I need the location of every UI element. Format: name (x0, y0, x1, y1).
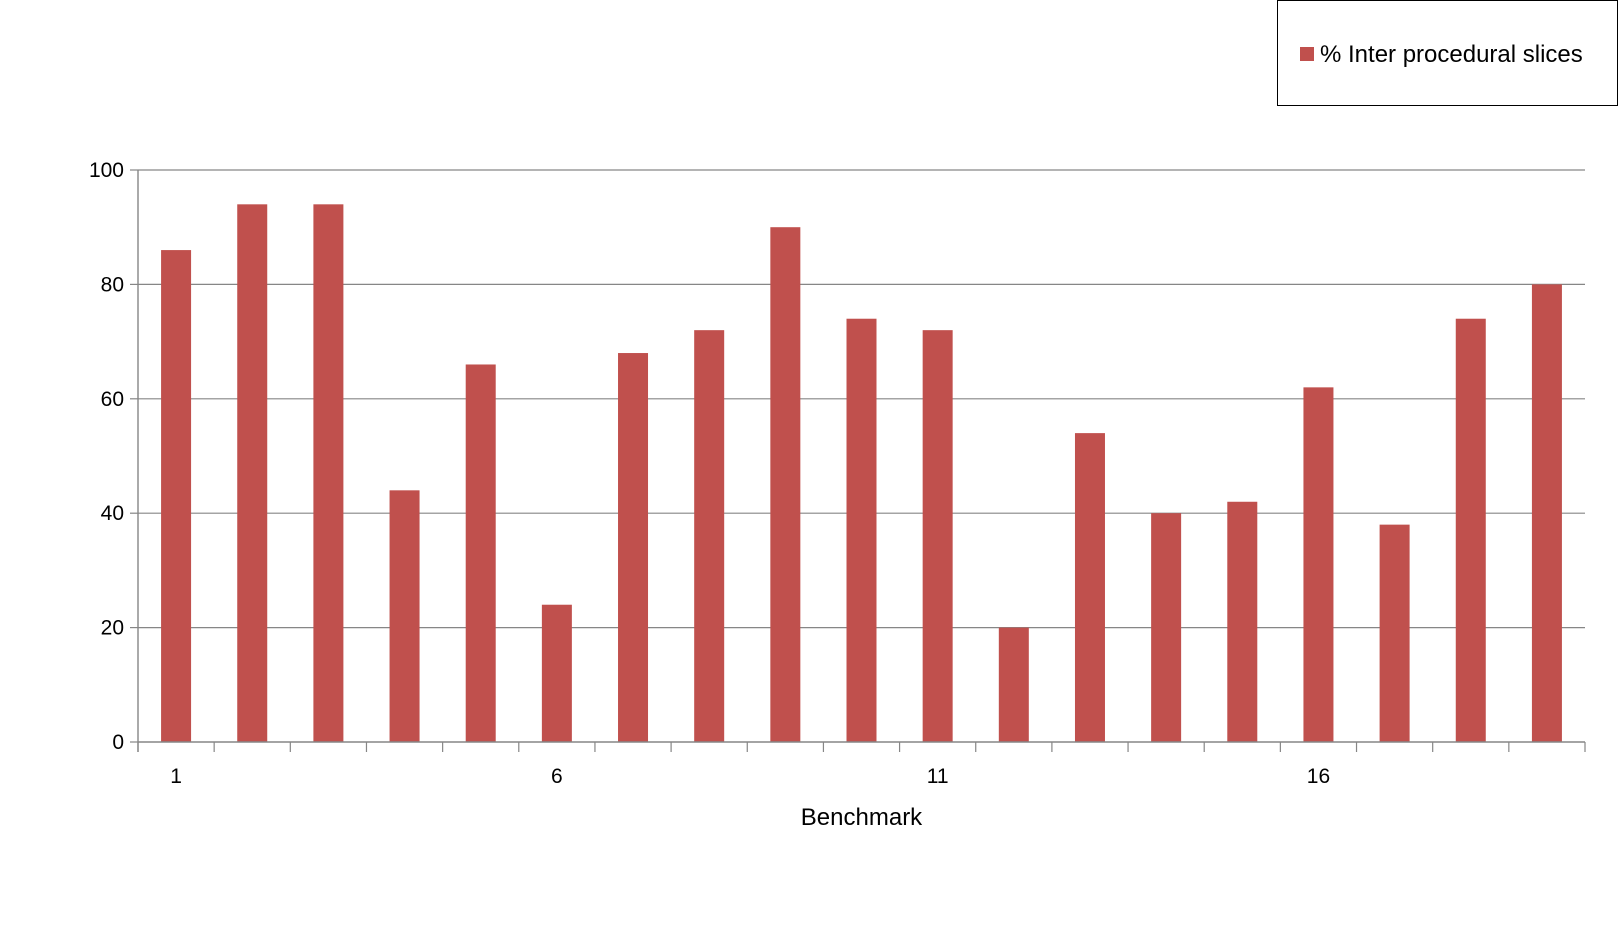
bar-19 (1531, 284, 1562, 742)
x-tick-label: 11 (927, 765, 949, 788)
legend-entry-label: % Inter procedural slices (1320, 41, 1583, 68)
bar-2 (237, 204, 268, 742)
y-tick-label: 100 (89, 159, 124, 182)
bar-15 (1227, 501, 1258, 742)
x-tick-label: 6 (551, 765, 563, 788)
bars (161, 204, 1562, 742)
bar-14 (1151, 513, 1182, 742)
legend: % Inter procedural slices (1277, 0, 1618, 106)
bar-16 (1303, 387, 1334, 742)
y-tick-label: 80 (101, 273, 124, 296)
legend-swatch (1300, 47, 1314, 61)
x-tick-label: 16 (1307, 765, 1330, 788)
bar-13 (1074, 433, 1105, 742)
bar-12 (998, 627, 1029, 742)
y-tick-label: 20 (101, 617, 124, 640)
bar-18 (1455, 318, 1486, 742)
axes (130, 169, 1586, 752)
bar-17 (1379, 524, 1410, 742)
bar-9 (770, 227, 801, 742)
bar-3 (313, 204, 344, 742)
y-tick-label: 60 (101, 388, 124, 411)
bar-5 (465, 364, 496, 742)
bar-10 (846, 318, 877, 742)
bar-11 (922, 330, 953, 742)
x-tick-label: 1 (170, 765, 182, 788)
bar-7 (618, 353, 649, 742)
bar-1 (161, 250, 192, 742)
y-tick-label: 40 (101, 502, 124, 525)
bar-6 (541, 604, 572, 742)
bar-4 (389, 490, 420, 742)
y-tick-label: 0 (112, 731, 124, 754)
bar-8 (694, 330, 725, 742)
x-axis-title: Benchmark (801, 804, 923, 831)
